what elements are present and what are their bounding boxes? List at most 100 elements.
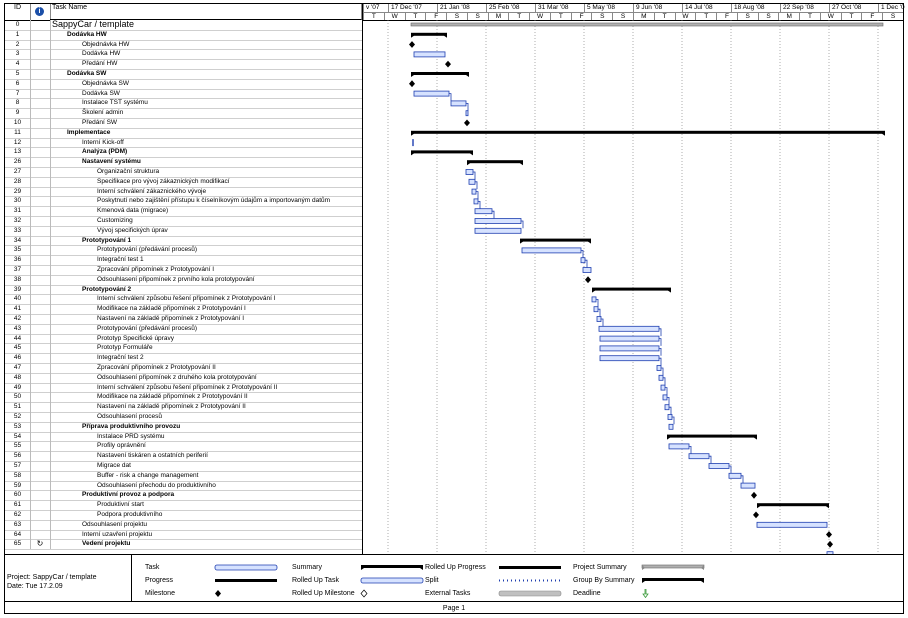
task-row: 35 Prototypování (předávání procesů)	[5, 245, 362, 257]
task-bar	[582, 267, 592, 273]
task-name: Migrace dat	[97, 462, 131, 469]
indicators-column-header: i	[30, 4, 51, 21]
task-row: 47 Zpracování připomínek z Prototypování …	[5, 363, 362, 374]
task-bar	[599, 345, 660, 352]
timescale-minor-label: S	[466, 12, 488, 20]
summary-bar	[667, 434, 757, 438]
task-name: Specifikace pro vývoj zákaznických modif…	[97, 177, 230, 185]
timescale-minor-label: S	[757, 12, 779, 20]
task-id: 35	[5, 245, 31, 256]
task-name: Objednávka SW	[82, 79, 129, 87]
task-row: 5 Dodávka SW	[5, 69, 362, 80]
task-name: Zpracování připomínek z Prototypování II	[97, 364, 216, 371]
task-bar	[599, 335, 660, 342]
summary-start-cap	[757, 503, 760, 509]
dependency-arrow	[466, 103, 469, 111]
task-name: Interní schválení způsobu řešení připomí…	[97, 295, 276, 303]
task-id: 55	[5, 441, 31, 452]
task-id: 63	[5, 519, 31, 530]
task-name: Prototyp Specifické úpravy	[97, 334, 174, 342]
legend-symbol-external	[498, 590, 562, 597]
dependency-arrow	[672, 416, 675, 425]
task-indicator	[30, 304, 51, 314]
milestone-marker	[827, 540, 833, 548]
task-id: 32	[5, 216, 31, 226]
summary-bar	[592, 287, 671, 291]
task-id: 39	[5, 284, 31, 295]
task-name: Předání HW	[82, 60, 118, 68]
timescale-major-label: 17 Dec '07	[388, 4, 437, 12]
task-id: 26	[5, 157, 31, 167]
task-row: 2 Objednávka HW	[5, 39, 362, 51]
dependency-arrow	[661, 367, 664, 376]
project-summary-bar	[410, 22, 884, 27]
timescale-minor-label: S	[882, 12, 903, 20]
timescale-minor-label: F	[716, 12, 737, 20]
task-row: 7 Dodávka SW	[5, 88, 362, 100]
task-name: Organizační struktura	[97, 168, 160, 175]
task-indicator	[30, 108, 51, 118]
legend-divider	[131, 555, 132, 602]
task-bar	[599, 355, 660, 362]
task-name-column-header: Task Name	[50, 4, 362, 20]
task-name: Prototyp Formuláře	[97, 344, 153, 352]
task-indicator	[30, 461, 51, 471]
dependency-arrow	[596, 299, 599, 307]
task-id: 44	[5, 333, 31, 344]
task-row: 58 Buffer - risk a change management	[5, 470, 362, 482]
task-bar	[593, 306, 599, 313]
task-row: 32 Customizing	[5, 216, 362, 227]
dependency-arrow	[598, 308, 601, 317]
date-label: Date: Tue 17.2.09	[7, 583, 63, 590]
task-name: Interní Kick-off	[82, 138, 124, 146]
timescale-minor-label: S	[612, 12, 633, 20]
summary-start-cap	[467, 160, 470, 166]
task-row: 45 Prototyp Formuláře	[5, 343, 362, 355]
task-id: 0	[5, 20, 31, 30]
timescale-major-label: 1 Dec '0	[878, 4, 908, 12]
task-id: 7	[5, 88, 31, 99]
timescale-minor-label: W	[529, 12, 550, 20]
legend-symbol-milestone	[215, 590, 221, 597]
task-indicator	[30, 157, 51, 167]
legend-symbol-rolled-milestone	[360, 589, 368, 598]
task-row: 55 Profily oprávnění	[5, 441, 362, 453]
task-name: Nastavení systému	[82, 158, 141, 166]
task-indicator	[30, 314, 51, 324]
milestone-marker	[753, 511, 759, 519]
task-name: Produktivní start	[97, 501, 144, 509]
task-name: Prototypování (předávání procesů)	[97, 324, 198, 332]
task-id: 48	[5, 372, 31, 383]
task-indicator	[30, 127, 51, 138]
task-id: 43	[5, 323, 31, 334]
task-bar	[664, 404, 670, 411]
dependency-arrow	[476, 191, 479, 199]
task-id: 64	[5, 529, 31, 540]
task-indicator	[30, 29, 51, 40]
task-id: 11	[5, 127, 31, 138]
summary-bar	[411, 32, 447, 36]
task-bar	[662, 394, 668, 401]
task-id: 50	[5, 392, 31, 403]
task-indicator	[30, 255, 51, 265]
task-bar	[668, 443, 690, 450]
gantt-chart	[363, 20, 903, 554]
legend-symbol-split	[499, 579, 561, 582]
task-id: 31	[5, 206, 31, 216]
summary-end-cap	[668, 287, 671, 293]
legend-label: Summary	[292, 564, 322, 571]
summary-start-cap	[592, 287, 595, 293]
task-id: 36	[5, 255, 31, 265]
legend-label: Rolled Up Task	[292, 577, 339, 584]
task-id: 58	[5, 470, 31, 481]
task-bar	[521, 247, 582, 254]
task-row: 3 Dodávka HW	[5, 49, 362, 61]
dependency-arrow	[663, 377, 666, 386]
task-id: 29	[5, 186, 31, 197]
task-id: 1	[5, 29, 31, 40]
milestone-marker	[751, 491, 757, 499]
task-row: 42 Nastavení na základě připomínek z Prot…	[5, 314, 362, 325]
legend-symbol-rolled-task	[360, 577, 424, 584]
timescale-minor-label: T	[549, 12, 571, 20]
dependency-arrow	[659, 338, 662, 346]
